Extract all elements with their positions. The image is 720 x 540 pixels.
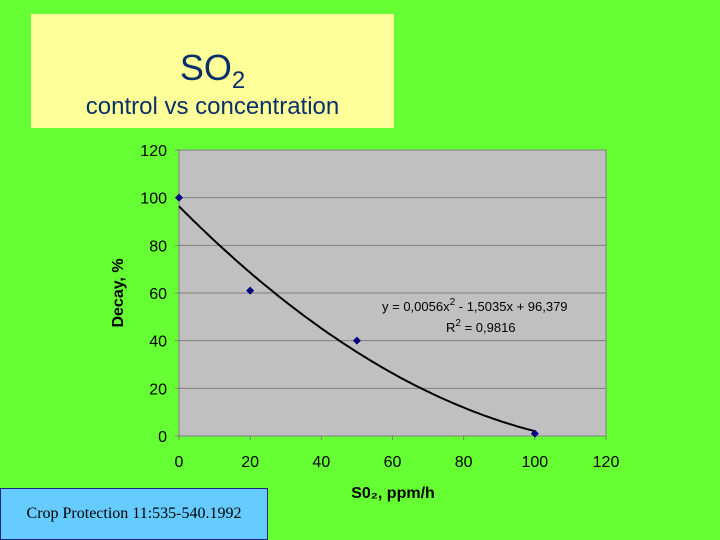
- y-tick-label: 120: [140, 143, 167, 160]
- citation-box: Crop Protection 11:535-540.1992: [0, 488, 268, 540]
- x-tick-label: 120: [593, 454, 620, 471]
- x-tick-label: 100: [521, 454, 548, 471]
- y-tick-label: 80: [149, 238, 167, 255]
- data-point: [352, 336, 361, 345]
- slide-title: SO2: [179, 47, 246, 94]
- data-points: [175, 193, 539, 438]
- x-tick-label: 0: [175, 454, 184, 471]
- data-point: [246, 286, 255, 295]
- data-point: [175, 193, 183, 202]
- x-axis-ticks: 0 20 40 60 80 100 120: [175, 436, 620, 471]
- x-tick-label: 20: [241, 454, 259, 471]
- y-tick-label: 60: [149, 286, 167, 303]
- grid-lines: [179, 149, 606, 389]
- trendline: [178, 205, 536, 433]
- x-tick-label: 60: [384, 454, 402, 471]
- y-tick-label: 0: [158, 429, 167, 446]
- y-tick-label: 40: [149, 334, 167, 351]
- trendline-equation: y = 0,0056x2 - 1,5035x + 96,379: [382, 297, 568, 314]
- y-axis-ticks: 0 20 40 60 80 100 120: [140, 143, 179, 446]
- x-tick-label: 40: [312, 454, 330, 471]
- data-point: [530, 429, 539, 438]
- x-axis-label: S0₂, ppm/h: [351, 485, 435, 502]
- title-box: SO2 control vs concentration: [31, 14, 394, 128]
- y-axis-label: Decay, %: [110, 258, 127, 327]
- slide-subtitle: control vs concentration: [85, 93, 340, 120]
- trendline-r-squared: R2 = 0,9816: [446, 318, 516, 335]
- y-tick-label: 20: [149, 381, 167, 398]
- x-tick-label: 80: [455, 454, 473, 471]
- y-tick-label: 100: [140, 191, 167, 208]
